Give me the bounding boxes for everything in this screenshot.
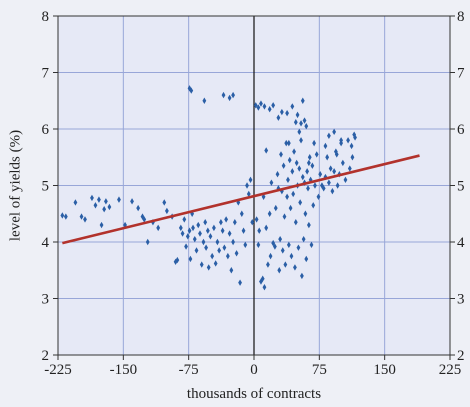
y-tick-label-left: 3	[42, 292, 50, 308]
y-tick-label-right: 3	[457, 292, 465, 308]
x-tick-label: 225	[439, 362, 462, 378]
y-tick-label-left: 8	[42, 9, 50, 25]
x-tick-label: -75	[179, 362, 199, 378]
x-tick-label: 75	[312, 362, 327, 378]
y-tick-label-left: 4	[42, 235, 50, 251]
y-tick-label-right: 4	[457, 235, 465, 251]
y-axis-title: level of yields (%)	[7, 130, 23, 241]
x-tick-label: 150	[373, 362, 396, 378]
x-axis-title: thousands of contracts	[187, 386, 321, 402]
y-tick-label-right: 7	[457, 66, 465, 82]
y-tick-label-left: 2	[42, 348, 50, 364]
y-tick-label-left: 7	[42, 66, 50, 82]
x-tick-label: 0	[250, 362, 258, 378]
y-tick-label-right: 5	[457, 179, 465, 195]
y-tick-label-left: 5	[42, 179, 50, 195]
y-axis-ticks-left: 2 3 4 5 6 7 8	[42, 9, 59, 364]
y-tick-label-right: 2	[457, 348, 465, 364]
y-tick-label-left: 6	[42, 122, 50, 138]
x-tick-label: -225	[44, 362, 72, 378]
y-tick-label-right: 6	[457, 122, 465, 138]
y-axis-ticks-right: 2 3 4 5 6 7 8	[450, 9, 465, 364]
x-axis-ticks: -225 -150 -75 0 75 150 225	[44, 355, 461, 378]
y-tick-label-right: 8	[457, 9, 465, 25]
x-tick-label: -150	[110, 362, 138, 378]
